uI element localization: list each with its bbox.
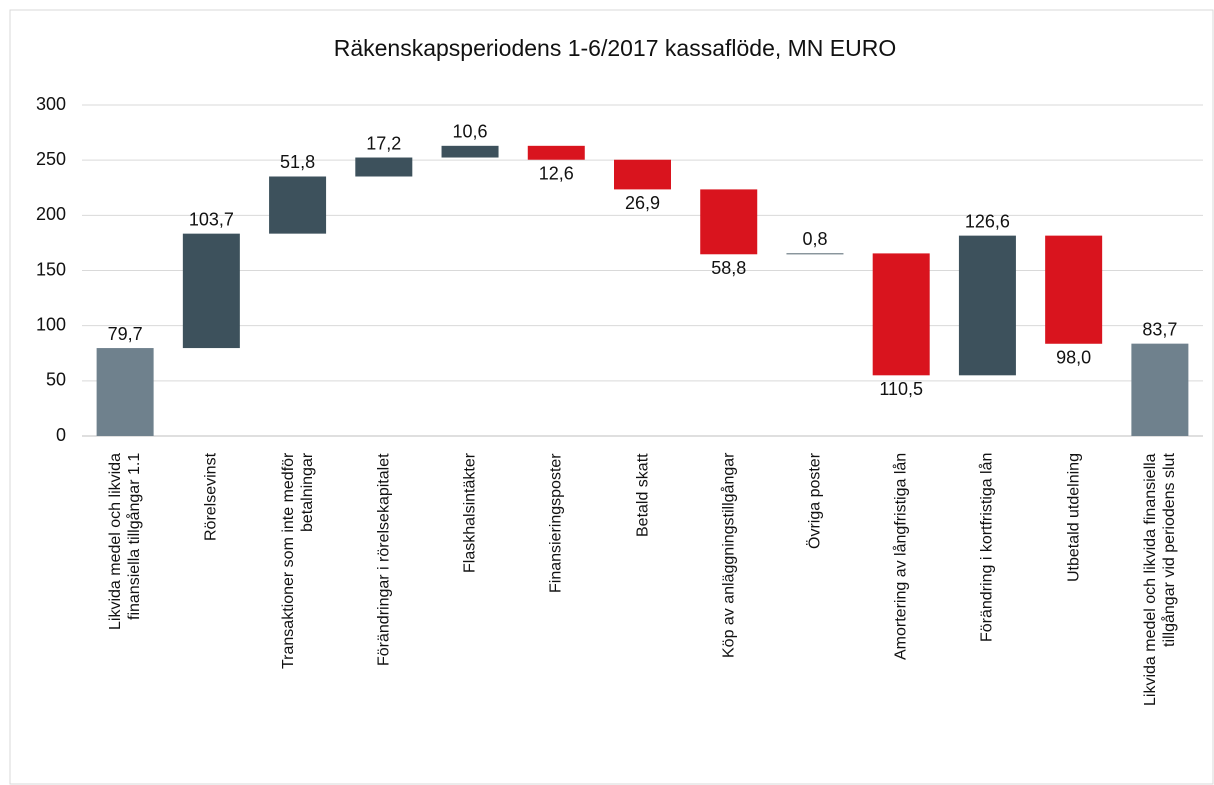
bar [958,235,1016,376]
bar [441,145,499,158]
bar [614,159,671,190]
x-tick-label: Övriga poster [806,453,824,550]
data-label: 12,6 [539,163,574,183]
bar [1131,343,1189,436]
data-label: 0,8 [802,229,827,249]
y-tick-label: 200 [36,204,66,224]
bar [786,253,844,255]
bar [182,233,240,349]
data-label: 51,8 [280,152,315,172]
bar [355,157,413,177]
data-label: 26,9 [625,193,660,213]
chart-title: Räkenskapsperiodens 1-6/2017 kassaflöde,… [334,35,897,61]
bar [269,176,327,234]
data-label: 58,8 [711,258,746,278]
data-label: 79,7 [108,324,143,344]
data-label: 126,6 [965,211,1010,231]
x-tick-label: Finansieringsposter [547,453,565,593]
x-tick-label: Transaktioner som inte medför betalninga… [279,453,316,670]
x-tick-label: Köp av anläggningstillgångar [720,453,738,659]
y-tick-label: 250 [36,149,66,169]
y-tick-label: 150 [36,259,66,279]
x-tick-label: Likvida medel och likvida finansiella ti… [1141,453,1178,706]
x-tick-label: Amortering av långfristiga lån [892,453,910,661]
data-label: 103,7 [189,209,234,229]
x-tick-label: Flaskhalsintäkter [461,453,479,574]
bar [700,189,758,255]
x-tick-label: Rörelsevinst [202,453,220,542]
y-tick-label: 0 [56,425,66,445]
x-tick-label: Betald skatt [634,453,651,537]
data-label: 110,5 [879,379,923,399]
data-label: 98,0 [1056,348,1091,368]
data-label: 17,2 [366,133,401,153]
bar [96,348,154,436]
chart-frame [9,9,1214,785]
y-tick-label: 300 [36,94,66,114]
y-tick-label: 100 [36,314,66,334]
y-tick-label: 50 [46,370,66,390]
x-tick-label: Förändringar i rörelsekapitalet [375,453,393,666]
x-tick-label: Förändring i kortfristiga lån [978,453,996,643]
x-tick-label: Likvida medel och likvida finansiella ti… [107,453,144,630]
bar [872,253,930,376]
data-label: 10,6 [453,122,488,142]
bar [527,145,585,160]
data-label: 83,7 [1142,319,1177,339]
x-tick-label: Utbetald utdelning [1065,453,1083,582]
bar [1045,235,1103,344]
